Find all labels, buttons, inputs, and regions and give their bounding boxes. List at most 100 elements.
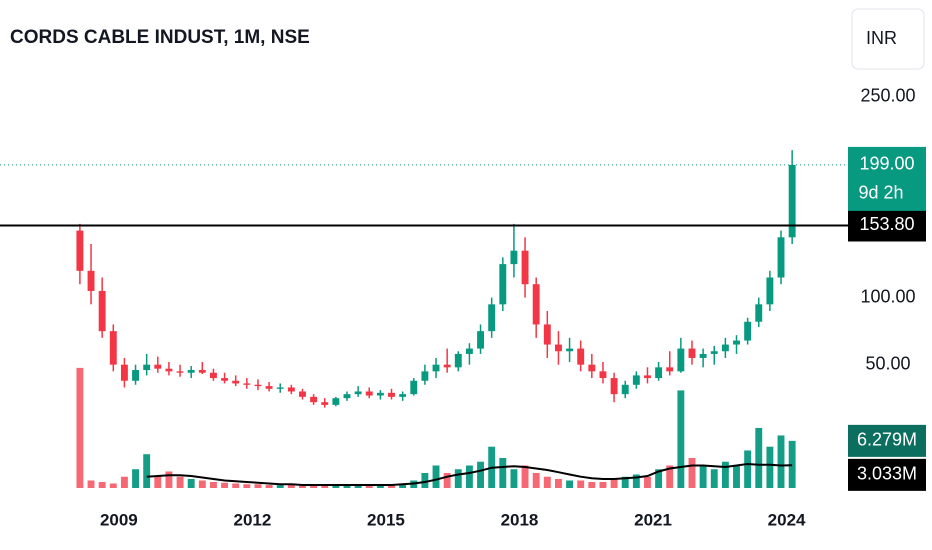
candle-body	[243, 383, 251, 385]
volume-bar	[443, 472, 451, 488]
y-tick-label: 250.00	[860, 85, 915, 105]
volume-bar	[243, 484, 251, 488]
candle-body	[510, 250, 518, 265]
candle-body	[443, 364, 451, 368]
currency-label[interactable]: INR	[866, 28, 897, 48]
volume-bar	[688, 457, 696, 488]
volume-bar	[666, 465, 674, 488]
candle-body	[365, 391, 373, 396]
volume-bar	[721, 461, 729, 488]
volume-bar	[577, 480, 585, 488]
volume-bar	[399, 483, 407, 488]
candle-body	[777, 237, 785, 278]
candle-body	[755, 304, 763, 322]
currency-button[interactable]	[851, 8, 925, 70]
candle-body	[666, 367, 674, 372]
volume-bar	[755, 427, 763, 488]
volume-bar	[343, 484, 351, 488]
volume-bar	[788, 440, 796, 488]
candle-body	[710, 351, 718, 354]
candle-body	[87, 270, 95, 291]
last-price-label: 199.00	[859, 154, 914, 174]
candle-body	[143, 364, 151, 371]
x-tick-label: 2021	[634, 510, 672, 529]
volume-bar	[299, 485, 306, 488]
candle-body	[788, 164, 796, 238]
candle-body	[76, 230, 84, 271]
candle-body	[655, 367, 663, 379]
candle-body	[599, 371, 607, 379]
volume-bar	[210, 481, 217, 488]
volume-label: 6.279M	[857, 430, 917, 450]
volume-bar	[332, 484, 340, 488]
volume-bar	[354, 484, 362, 488]
volume-bar	[521, 465, 529, 488]
volume-bar	[465, 465, 473, 488]
candle-body	[521, 250, 529, 285]
chart-title: CORDS CABLE INDUST, 1M, NSE	[10, 27, 310, 48]
candle-body	[399, 394, 407, 397]
candle-body	[499, 264, 507, 305]
volume-bar	[632, 474, 640, 488]
volume-bar	[543, 476, 551, 488]
candle-body	[554, 344, 562, 352]
volume-bar	[265, 484, 273, 488]
volume-label-box	[848, 424, 926, 457]
volume-bar	[510, 469, 518, 488]
candle-body	[210, 372, 217, 379]
candle-body	[254, 384, 262, 387]
volume-bar	[621, 476, 629, 488]
volume-bar	[610, 478, 618, 488]
volume-bar	[376, 484, 384, 488]
candle-body	[343, 394, 351, 399]
volume-bar	[421, 472, 429, 488]
volume-bar	[655, 469, 663, 488]
candle-body	[488, 304, 496, 332]
volume-bar	[777, 435, 785, 488]
volume-bar	[532, 472, 540, 488]
volume-bar	[388, 484, 395, 488]
last-price-box	[848, 146, 926, 211]
candle-body	[132, 370, 139, 381]
candle-body	[265, 386, 273, 389]
candle-body	[154, 364, 162, 369]
volume-bar	[499, 457, 507, 488]
level-label-box	[848, 209, 926, 242]
candle-body	[321, 402, 329, 405]
candle-body	[198, 370, 206, 373]
volume-bar	[87, 480, 95, 488]
candle-body	[733, 340, 740, 345]
candle-body	[610, 378, 618, 395]
candle-body	[543, 324, 551, 345]
candle-body	[165, 368, 173, 372]
volume-bar	[432, 465, 440, 488]
candle-body	[287, 387, 295, 392]
candle-body	[410, 380, 418, 395]
volume-bar	[254, 484, 262, 488]
x-tick-label: 2015	[367, 510, 405, 529]
volume-bar	[176, 476, 184, 488]
volume-bar	[276, 484, 284, 488]
candle-body	[310, 396, 318, 403]
volume-bar	[566, 480, 574, 488]
candle-body	[299, 391, 306, 397]
candle-body	[688, 348, 696, 358]
volume-bar	[165, 471, 173, 488]
level-label: 153.80	[859, 214, 914, 234]
candle-body	[465, 348, 473, 354]
candle-body	[376, 392, 384, 396]
candle-body	[744, 321, 752, 341]
volume-bar	[154, 476, 162, 488]
volume-bar	[710, 469, 718, 488]
volume-bar	[143, 454, 151, 488]
volume-ma-label: 3.033M	[857, 464, 917, 484]
candle-body	[388, 392, 395, 397]
x-tick-label: 2018	[501, 510, 539, 529]
candle-body	[621, 384, 629, 395]
candle-body	[588, 364, 596, 372]
volume-bar	[310, 485, 318, 488]
x-tick-label: 2012	[233, 510, 271, 529]
volume-bar	[221, 482, 229, 488]
candle-body	[454, 353, 462, 368]
